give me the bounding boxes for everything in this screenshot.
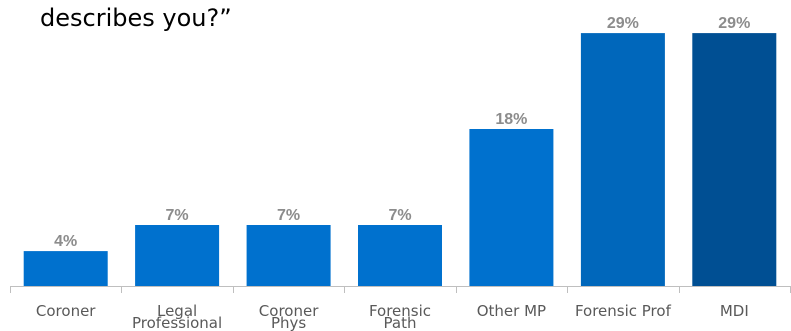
data-label: 7% [388,207,411,224]
x-tick-label: Coroner Phys [259,302,319,331]
data-label: 4% [54,233,77,250]
x-tick-label: Legal Professional [132,302,222,331]
bar [580,33,665,286]
x-tick-label: Other MP [477,302,546,320]
data-label: 7% [277,207,300,224]
bar [23,251,108,286]
bars-group: 4% 7% 7% 7% 18% 29% 29% [23,15,777,286]
bar [469,129,554,286]
data-label: 29% [607,15,639,32]
x-tick-label: MDI [720,302,749,320]
chart-title: describes you?” [40,4,232,32]
x-tick-label: Forensic Prof [575,302,672,320]
x-tick-label: Coroner [36,302,96,320]
bar [246,225,331,286]
bar [135,225,220,286]
x-axis: Coroner Legal Professional Coroner Phys Foren… [10,286,791,331]
bar [692,33,777,286]
data-label: 18% [495,111,527,128]
x-tick-label: Forensic Path [369,302,431,331]
bar [358,225,442,286]
data-label: 29% [718,15,750,32]
data-label: 7% [166,207,189,224]
